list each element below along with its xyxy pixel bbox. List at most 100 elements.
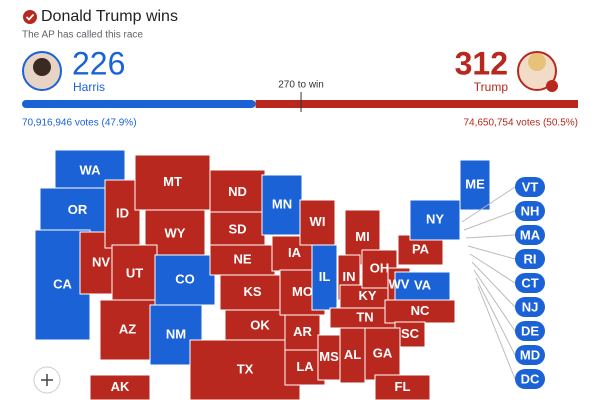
state-label: MD: [520, 347, 540, 362]
state-label: VT: [522, 179, 539, 194]
state[interactable]: [99, 299, 156, 361]
subtitle: The AP has called this race: [22, 30, 143, 41]
state[interactable]: [374, 374, 431, 400]
state[interactable]: [89, 374, 151, 400]
leader-line: [473, 269, 516, 332]
state[interactable]: [154, 254, 216, 306]
state-label: VA: [414, 277, 432, 292]
avatar-hair: [33, 58, 51, 76]
avatar-hair: [528, 53, 546, 71]
state-label: DE: [521, 323, 539, 338]
candidate-name: Harris: [73, 80, 105, 94]
state-pill[interactable]: [515, 273, 545, 293]
state-label: MI: [355, 229, 369, 244]
state-pill[interactable]: [515, 297, 545, 317]
state-label: ID: [116, 205, 129, 220]
win-icon: [23, 10, 37, 24]
state-label: NE: [233, 251, 251, 266]
state[interactable]: [299, 199, 336, 246]
state-pill[interactable]: [515, 177, 545, 197]
state-label: KS: [243, 284, 261, 299]
state-label: OH: [370, 260, 390, 275]
harris-bar: [22, 100, 256, 108]
state-label: LA: [296, 359, 314, 374]
state-label: TN: [356, 309, 373, 324]
trump-bar: [255, 100, 578, 108]
state-label: AR: [293, 324, 312, 339]
state-label: MA: [520, 227, 541, 242]
state-label: AL: [344, 347, 361, 362]
state-label: NJ: [522, 299, 539, 314]
state-label: NH: [521, 203, 540, 218]
state-label: TX: [237, 361, 254, 376]
check: [25, 13, 35, 21]
state-label: FL: [395, 379, 411, 394]
state-pill[interactable]: [515, 369, 545, 389]
electoral-votes: 226: [72, 45, 125, 81]
leader-line: [475, 277, 516, 356]
state-label: ND: [228, 184, 247, 199]
state-pill[interactable]: [515, 321, 545, 341]
state-label: KY: [358, 288, 376, 303]
state-label: IA: [288, 245, 302, 260]
state-label: PA: [412, 241, 430, 256]
state-label: NC: [411, 303, 430, 318]
state-label: CA: [53, 276, 72, 291]
leader-line: [465, 234, 516, 239]
leader-line: [467, 245, 516, 260]
leader-line: [477, 285, 516, 380]
candidate-name: Trump: [474, 80, 509, 94]
state-label: SC: [401, 326, 420, 341]
state-pill[interactable]: [515, 225, 545, 245]
state-label: CT: [521, 275, 538, 290]
threshold-label: 270 to win: [278, 80, 324, 91]
state-label: ME: [465, 176, 485, 191]
state-label: SD: [228, 221, 246, 236]
state-label: NY: [426, 211, 444, 226]
state-label: MS: [319, 349, 339, 364]
state-label: MO: [292, 284, 313, 299]
leader-line: [461, 186, 516, 223]
state-label: WI: [310, 214, 326, 229]
win-badge: [546, 80, 558, 92]
title: Donald Trump wins: [41, 8, 178, 25]
state-pill[interactable]: [515, 345, 545, 365]
state[interactable]: [409, 199, 461, 241]
state-label: WY: [165, 225, 186, 240]
state[interactable]: [364, 327, 401, 381]
vote-count: 70,916,946 votes (47.9%): [22, 118, 137, 129]
leader-line: [463, 210, 516, 231]
state[interactable]: [189, 339, 301, 400]
state-label: DC: [521, 371, 540, 386]
state-label: OK: [250, 317, 270, 332]
state-label: CO: [175, 271, 195, 286]
state-label: NM: [166, 326, 186, 341]
state-label: AK: [111, 379, 130, 394]
state-label: UT: [126, 265, 143, 280]
state-label: WA: [80, 162, 102, 177]
plus-icon: [41, 374, 53, 386]
state[interactable]: [311, 244, 338, 311]
state-label: WV: [389, 276, 410, 291]
leader-line: [471, 261, 516, 308]
leader-line: [469, 253, 516, 284]
state-label: OR: [68, 202, 88, 217]
state-label: GA: [373, 345, 393, 360]
state[interactable]: [459, 159, 491, 211]
state-pill[interactable]: [515, 249, 545, 269]
state-label: NV: [92, 254, 110, 269]
state[interactable]: [39, 187, 116, 234]
state[interactable]: [284, 314, 321, 351]
state-label: RI: [524, 251, 537, 266]
electoral-votes: 312: [455, 45, 508, 81]
vote-count: 74,650,754 votes (50.5%): [463, 118, 578, 129]
state[interactable]: [339, 327, 366, 384]
state-pill[interactable]: [515, 201, 545, 221]
map: WA OR CA NV ID MT WY UT AZ CO NM ND SD NE KS OK TX MN IA MO…: [34, 149, 545, 400]
state-label: IL: [319, 269, 331, 284]
state-label: AZ: [119, 321, 136, 336]
state-label: MN: [272, 196, 292, 211]
